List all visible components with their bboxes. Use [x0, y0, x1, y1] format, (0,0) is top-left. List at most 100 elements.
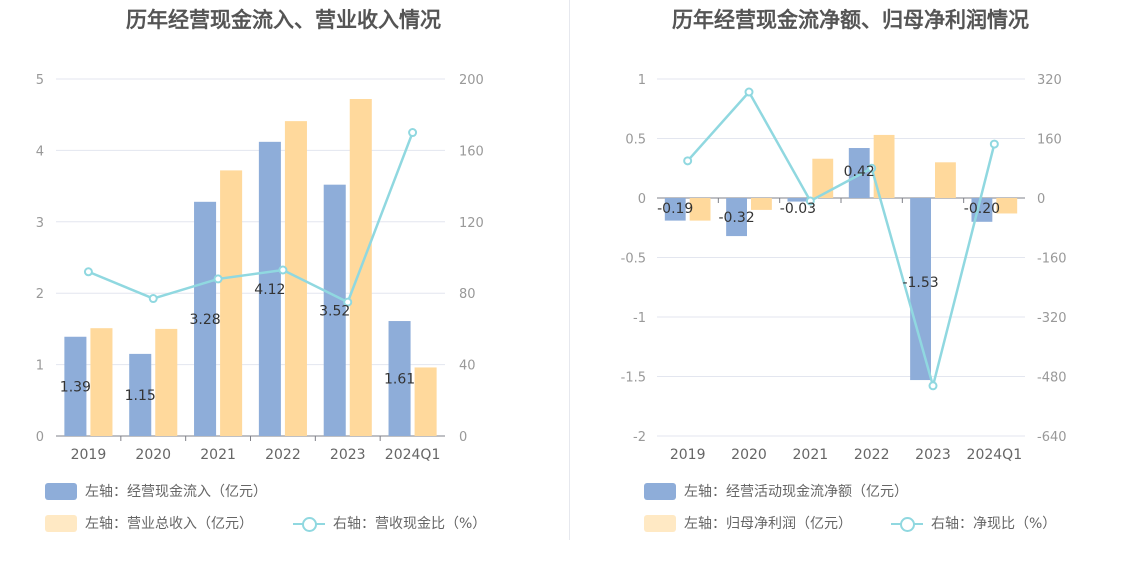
legend-item-cash-inflow[interactable]: 左轴：经营现金流入（亿元）	[45, 481, 267, 501]
bar-series-2	[873, 134, 895, 198]
y-tick-label-right: 80	[459, 287, 476, 302]
bar-series-2	[284, 121, 307, 436]
legend-swatch	[45, 482, 77, 500]
data-label: -1.53	[902, 275, 938, 291]
y-tick-label-right: -640	[1037, 430, 1067, 445]
y-tick-label-left: -0.5	[621, 252, 646, 267]
data-label: -0.20	[964, 201, 1000, 217]
line-series	[87, 132, 414, 304]
legend-swatch	[644, 482, 676, 500]
line-point	[928, 381, 938, 391]
legend-item-net-cash-ratio[interactable]: 右轴：净现比（%）	[891, 513, 1056, 533]
x-tick-label: 2024Q1	[967, 447, 1023, 463]
bar-series-2	[812, 158, 834, 198]
x-tick-label: 2021	[200, 447, 236, 463]
y-tick-label-right: 120	[459, 216, 484, 231]
bar-series-1	[848, 148, 870, 198]
chart-plot: 0 1 2 3 4 5 0 40 80 120 160 200 2019 2020 2021 2022 2023…	[36, 73, 484, 463]
y-tick-label-right: 40	[459, 359, 476, 374]
data-label: 1.39	[60, 379, 91, 395]
bar-series-1	[323, 184, 346, 436]
line-point	[148, 294, 158, 304]
legend-label: 右轴：净现比（%）	[931, 516, 1057, 532]
line-point	[83, 267, 93, 277]
bar-series-2	[220, 170, 243, 436]
legend-item-revenue[interactable]: 左轴：营业总收入（亿元）	[45, 513, 253, 533]
bar-series-1	[258, 141, 281, 436]
y-tick-label-left: 3	[36, 216, 44, 231]
x-tick-label: 2020	[731, 447, 767, 463]
x-tick-label: 2022	[854, 447, 890, 463]
x-tick-label: 2021	[793, 447, 829, 463]
line-point	[213, 274, 223, 284]
y-tick-label-left: 1	[638, 73, 646, 88]
line-point	[343, 297, 353, 307]
line-point	[408, 128, 418, 138]
y-tick-label-left: -1.5	[621, 371, 646, 386]
bar-series-1	[664, 198, 686, 221]
legend-line-icon	[891, 515, 923, 532]
legend: 左轴：经营现金流入（亿元） 左轴：营业总收入（亿元） 右轴：营收现金比（%）	[45, 481, 486, 533]
bar-series-2	[689, 198, 711, 221]
legend-item-net-profit[interactable]: 左轴：归母净利润（亿元）	[644, 513, 852, 533]
data-label: 3.28	[189, 312, 220, 328]
y-tick-label-right: 160	[1037, 133, 1062, 148]
y-tick-label-left: 4	[36, 144, 44, 159]
data-label: 0.42	[844, 164, 875, 180]
y-tick-label-left: -1	[633, 311, 646, 326]
bar-series-1	[726, 198, 747, 237]
bar-series-2	[935, 162, 956, 198]
bar-series-1	[129, 353, 152, 436]
bar-series-2	[414, 367, 437, 436]
line-point	[989, 139, 999, 149]
y-tick-label-right: 0	[459, 430, 467, 445]
y-tick-label-left: 0.5	[625, 133, 646, 148]
x-tick-label: 2019	[71, 447, 107, 463]
bar-series-2	[155, 328, 178, 436]
bar-series-2	[996, 198, 1018, 214]
legend-line-icon	[293, 515, 325, 532]
legend-label: 左轴：归母净利润（亿元）	[684, 516, 852, 532]
legend-label: 左轴：营业总收入（亿元）	[85, 516, 253, 532]
x-tick-label: 2023	[915, 447, 951, 463]
chart-panel-left: 历年经营现金流入、营业收入情况 0 1 2 3 4 5 0 40 80 120 160 200 2019…	[36, 8, 487, 533]
y-tick-label-right: 0	[1037, 192, 1045, 207]
bar-series-1	[787, 198, 809, 202]
legend-item-ratio[interactable]: 右轴：营收现金比（%）	[293, 513, 486, 533]
y-tick-label-right: 160	[459, 144, 484, 159]
y-tick-label-left: 0	[36, 430, 44, 445]
y-tick-label-right: -480	[1037, 371, 1067, 386]
x-tick-label: 2024Q1	[385, 447, 441, 463]
legend-item-net-cash-flow[interactable]: 左轴：经营活动现金流净额（亿元）	[644, 481, 908, 501]
legend-swatch	[45, 514, 77, 532]
chart-title: 历年经营现金流入、营业收入情况	[126, 8, 441, 32]
data-label: -0.19	[657, 201, 693, 217]
x-tick-label: 2019	[670, 447, 706, 463]
line-point	[744, 87, 754, 97]
y-tick-label-right: -160	[1037, 252, 1067, 267]
line-point	[867, 163, 877, 173]
data-label: 1.15	[125, 388, 156, 404]
legend-swatch	[644, 514, 676, 532]
data-label: -0.32	[718, 210, 754, 226]
line-point	[278, 265, 288, 275]
bar-series-1	[910, 198, 931, 381]
y-tick-label-right: 200	[459, 73, 484, 88]
bar-series-2	[90, 328, 113, 436]
line-point	[805, 196, 815, 206]
bar-series-2	[751, 198, 772, 210]
chart-panel-right: 历年经营现金流净额、归母净利润情况 -2 -1.5 -1 -0.5 0 0.5 1 -640-…	[567, 0, 1134, 582]
y-tick-label-left: 5	[36, 73, 44, 88]
x-tick-label: 2022	[265, 447, 301, 463]
legend-label: 左轴：经营活动现金流净额（亿元）	[684, 484, 908, 500]
data-label: 4.12	[254, 282, 285, 298]
panel-divider	[569, 0, 570, 540]
line-point	[683, 156, 693, 166]
x-tick-label: 2020	[135, 447, 171, 463]
bar-series-1	[388, 321, 411, 436]
data-label: 1.61	[384, 372, 415, 388]
bar-series-1	[194, 201, 217, 436]
y-tick-label-right: 320	[1037, 73, 1062, 88]
y-tick-label-right: -320	[1037, 311, 1067, 326]
bar-series-1	[64, 336, 87, 436]
